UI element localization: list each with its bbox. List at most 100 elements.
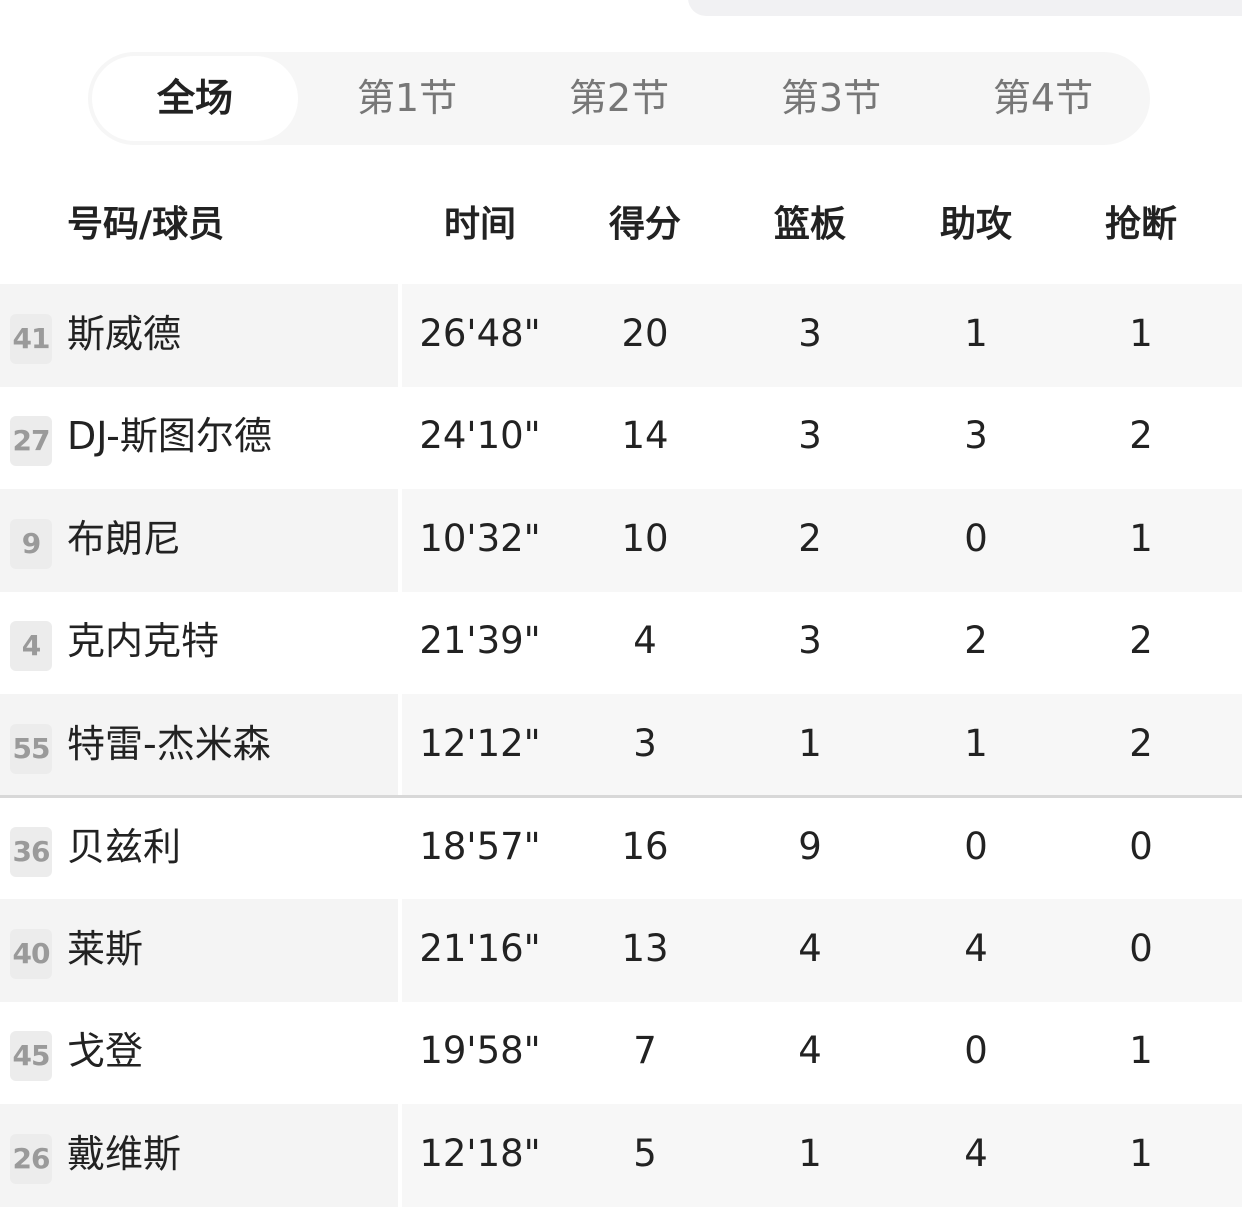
jersey-icon: 27 xyxy=(10,416,52,466)
player-name[interactable]: 贝兹利 xyxy=(67,825,182,869)
player-name[interactable]: 戴维斯 xyxy=(67,1132,182,1176)
stat-time: 24'10" xyxy=(419,414,541,457)
jersey-icon: 9 xyxy=(10,519,52,569)
player-name[interactable]: 克内克特 xyxy=(67,619,220,663)
stat-ast: 2 xyxy=(964,619,988,662)
player-name[interactable]: 布朗尼 xyxy=(67,517,182,561)
stat-time: 21'39" xyxy=(419,619,541,662)
tab-q1[interactable]: 第1节 xyxy=(356,76,458,120)
table-row[interactable]: 26 戴维斯 12'18" 5 1 4 1 xyxy=(0,1104,1242,1207)
header-time[interactable]: 时间 xyxy=(443,204,516,245)
stat-stl: 0 xyxy=(1129,825,1153,868)
header-rebounds[interactable]: 篮板 xyxy=(773,204,846,245)
table-row[interactable]: 40 莱斯 21'16" 13 4 4 0 xyxy=(0,899,1242,1002)
header-steals[interactable]: 抢断 xyxy=(1104,204,1177,245)
stat-stl: 0 xyxy=(1129,927,1153,970)
stat-pts: 3 xyxy=(633,722,657,765)
jersey-icon: 45 xyxy=(10,1031,52,1081)
player-cell: 4 克内克特 xyxy=(0,591,398,694)
stat-stl: 1 xyxy=(1129,517,1153,560)
jersey-number: 41 xyxy=(12,322,51,355)
stat-time: 18'57" xyxy=(419,825,541,868)
stat-pts: 13 xyxy=(621,927,669,970)
stat-time: 12'12" xyxy=(419,722,541,765)
stat-time: 19'58" xyxy=(419,1029,541,1072)
header-points[interactable]: 得分 xyxy=(608,204,681,245)
stats-cell xyxy=(402,694,1242,797)
player-name[interactable]: 斯威德 xyxy=(67,312,182,356)
stat-pts: 16 xyxy=(621,825,669,868)
stat-reb: 4 xyxy=(798,927,822,970)
table-row[interactable]: 45 戈登 19'58" 7 4 0 1 xyxy=(0,1001,1242,1104)
stats-cell xyxy=(402,899,1242,1002)
header-player: 号码/球员 xyxy=(67,204,225,245)
tab-q3[interactable]: 第3节 xyxy=(780,76,882,120)
stat-ast: 1 xyxy=(964,312,988,355)
table-row[interactable]: 36 贝兹利 18'57" 16 9 0 0 xyxy=(0,797,1242,900)
player-cell: 40 莱斯 xyxy=(0,899,398,1002)
player-name[interactable]: 特雷-杰米森 xyxy=(67,722,271,766)
tab-q2[interactable]: 第2节 xyxy=(568,76,670,120)
stat-stl: 1 xyxy=(1129,1132,1153,1175)
player-cell: 26 戴维斯 xyxy=(0,1104,398,1207)
stat-time: 10'32" xyxy=(419,517,541,560)
stats-cell xyxy=(402,489,1242,592)
table-row[interactable]: 41 斯威德 26'48" 20 3 1 1 xyxy=(0,284,1242,387)
header-assists[interactable]: 助攻 xyxy=(939,204,1012,245)
table-row[interactable]: 55 特雷-杰米森 12'12" 3 1 1 2 xyxy=(0,694,1242,797)
stat-pts: 20 xyxy=(621,312,669,355)
stat-ast: 4 xyxy=(964,927,988,970)
jersey-number: 55 xyxy=(12,732,51,765)
table-row[interactable]: 27 DJ-斯图尔德 24'10" 14 3 3 2 xyxy=(0,386,1242,489)
stat-reb: 3 xyxy=(798,619,822,662)
stat-stl: 2 xyxy=(1129,414,1153,457)
player-cell: 27 DJ-斯图尔德 xyxy=(0,386,398,489)
player-cell: 55 特雷-杰米森 xyxy=(0,694,398,797)
stat-ast: 1 xyxy=(964,722,988,765)
period-tabs: 全场 第1节 第2节 第3节 第4节 xyxy=(88,52,1150,145)
player-name[interactable]: DJ-斯图尔德 xyxy=(67,414,272,458)
jersey-icon: 41 xyxy=(10,314,52,364)
player-name[interactable]: 莱斯 xyxy=(67,927,144,971)
stat-ast: 3 xyxy=(964,414,988,457)
jersey-number: 27 xyxy=(12,424,51,457)
player-cell: 9 布朗尼 xyxy=(0,489,398,592)
stat-time: 12'18" xyxy=(419,1132,541,1175)
jersey-number: 9 xyxy=(21,527,42,560)
player-cell: 36 贝兹利 xyxy=(0,797,398,900)
jersey-number: 40 xyxy=(12,937,51,970)
jersey-icon: 26 xyxy=(10,1134,52,1184)
player-cell: 41 斯威德 xyxy=(0,284,398,387)
stat-pts: 4 xyxy=(633,619,657,662)
stat-pts: 14 xyxy=(621,414,669,457)
stat-stl: 2 xyxy=(1129,722,1153,765)
tab-full-game[interactable]: 全场 xyxy=(92,56,298,141)
stat-pts: 10 xyxy=(621,517,669,560)
stat-pts: 7 xyxy=(633,1029,657,1072)
stat-ast: 0 xyxy=(964,1029,988,1072)
jersey-icon: 4 xyxy=(10,621,52,671)
jersey-icon: 36 xyxy=(10,827,52,877)
top-search-bar xyxy=(688,0,1242,16)
stat-reb: 3 xyxy=(798,312,822,355)
stats-cell xyxy=(402,284,1242,387)
stat-time: 21'16" xyxy=(419,927,541,970)
stat-stl: 2 xyxy=(1129,619,1153,662)
stat-pts: 5 xyxy=(633,1132,657,1175)
jersey-number: 45 xyxy=(12,1039,51,1072)
stat-reb: 9 xyxy=(798,825,822,868)
stat-reb: 1 xyxy=(798,722,822,765)
jersey-icon: 55 xyxy=(10,724,52,774)
stat-time: 26'48" xyxy=(419,312,541,355)
stat-ast: 0 xyxy=(964,517,988,560)
stat-stl: 1 xyxy=(1129,1029,1153,1072)
stat-reb: 2 xyxy=(798,517,822,560)
table-row[interactable]: 4 克内克特 21'39" 4 3 2 2 xyxy=(0,591,1242,694)
stat-reb: 3 xyxy=(798,414,822,457)
stat-reb: 1 xyxy=(798,1132,822,1175)
stat-ast: 4 xyxy=(964,1132,988,1175)
table-row[interactable]: 9 布朗尼 10'32" 10 2 0 1 xyxy=(0,489,1242,592)
player-name[interactable]: 戈登 xyxy=(67,1029,144,1073)
jersey-number: 4 xyxy=(21,629,42,662)
tab-q4[interactable]: 第4节 xyxy=(992,76,1094,120)
